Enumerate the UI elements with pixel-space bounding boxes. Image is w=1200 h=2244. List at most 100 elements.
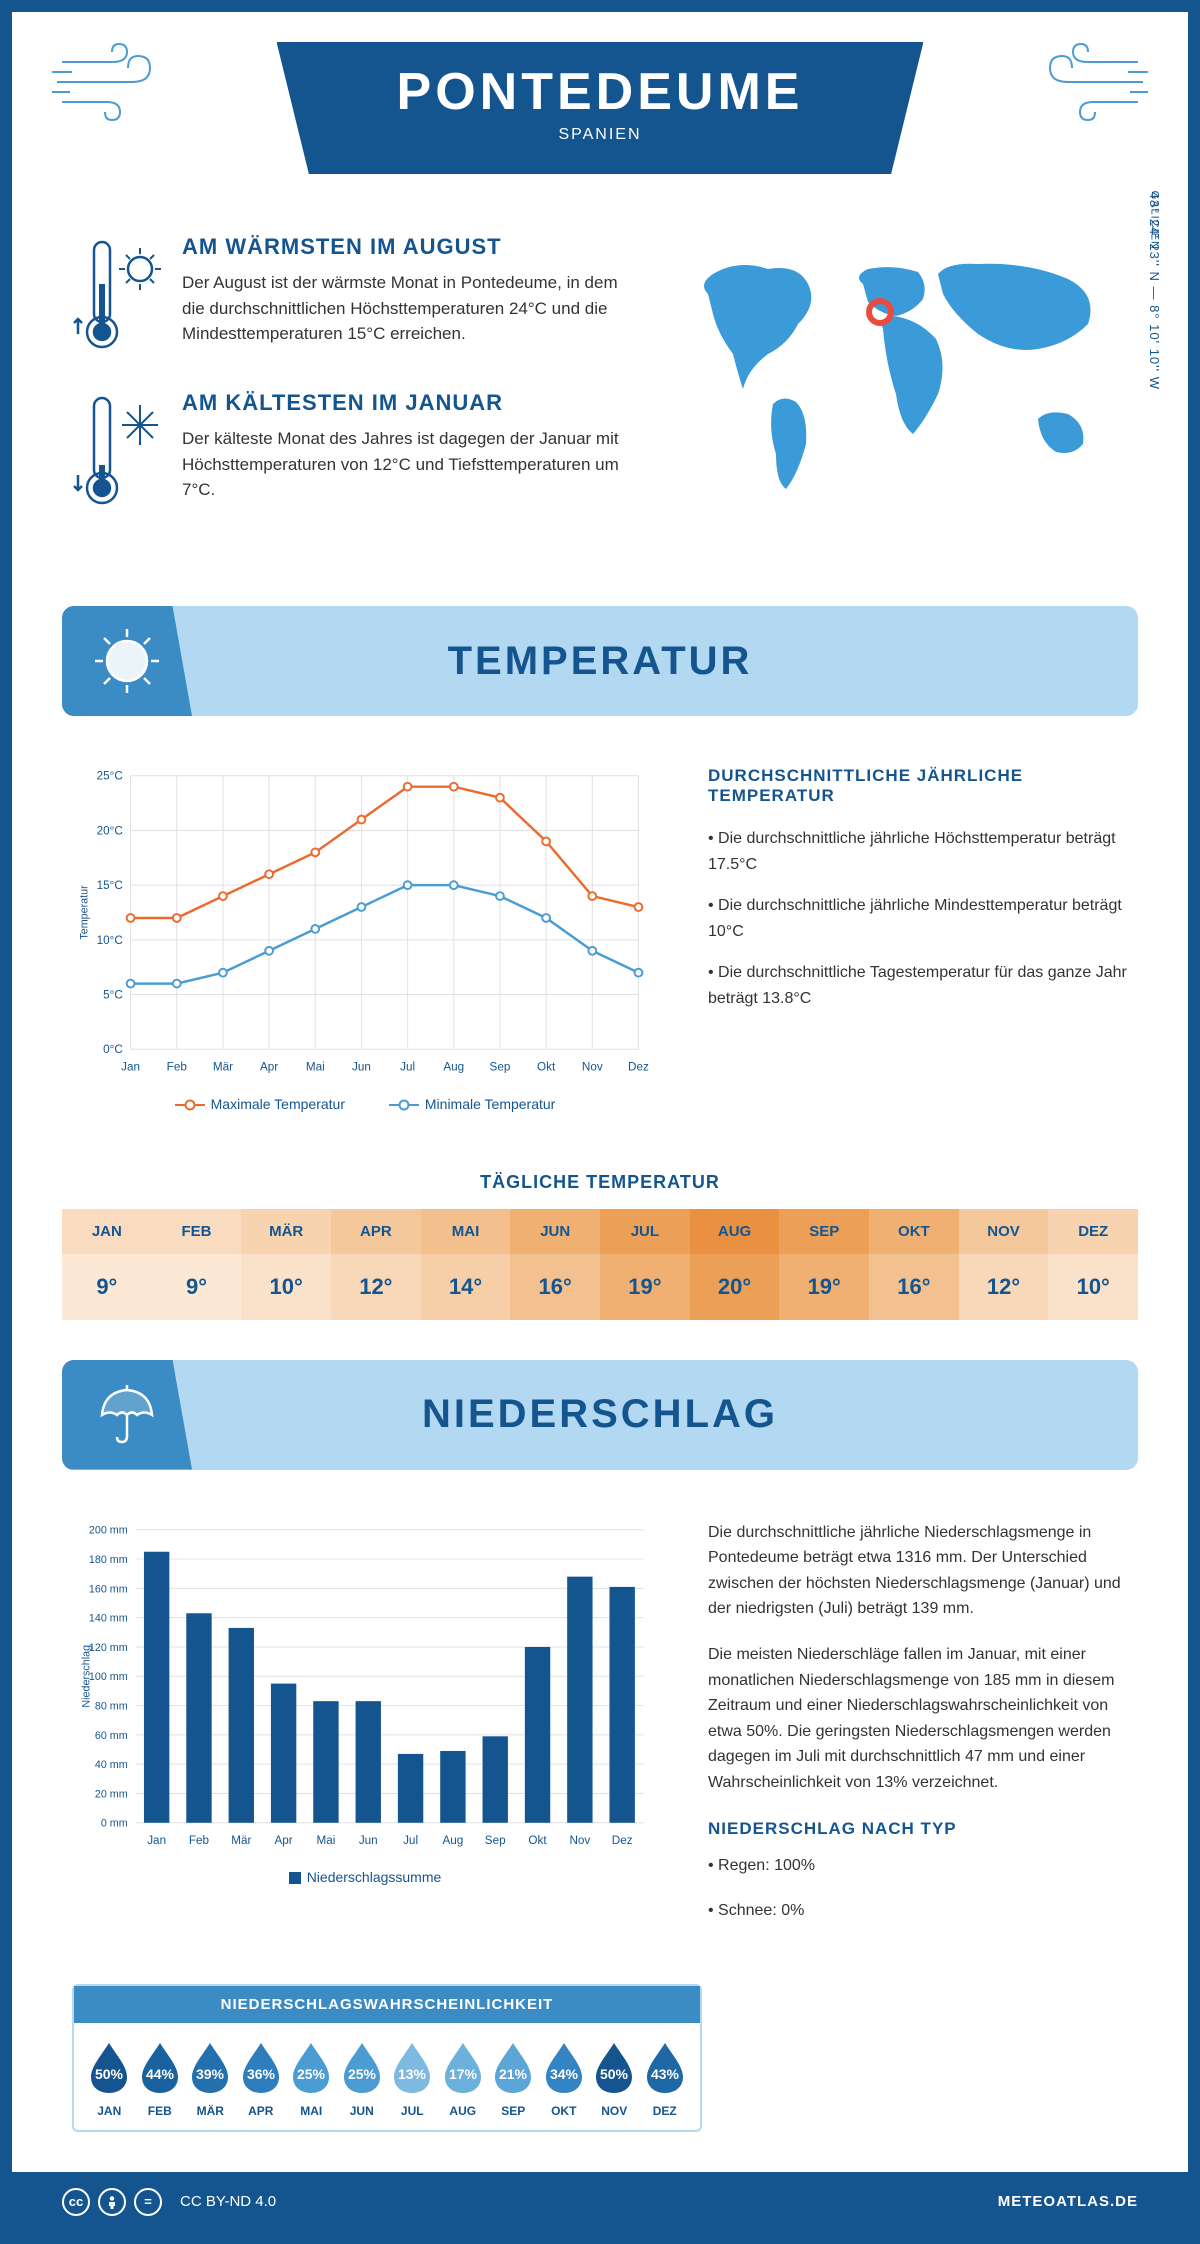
coldest-text: Der kälteste Monat des Jahres ist dagege… — [182, 426, 628, 503]
svg-text:20 mm: 20 mm — [95, 1788, 128, 1800]
svg-text:Apr: Apr — [260, 1061, 278, 1074]
svg-text:17%: 17% — [449, 2066, 478, 2082]
temp-bullet-1: • Die durchschnittliche jährliche Höchst… — [708, 826, 1128, 877]
svg-text:Sep: Sep — [485, 1834, 506, 1847]
svg-text:5°C: 5°C — [103, 988, 123, 1001]
precip-text: Die durchschnittliche jährliche Niedersc… — [708, 1520, 1128, 1944]
temp-bullet-2: • Die durchschnittliche jährliche Mindes… — [708, 893, 1128, 944]
svg-text:100 mm: 100 mm — [89, 1671, 128, 1683]
footer: cc = CC BY-ND 4.0 METEOATLAS.DE — [12, 2172, 1188, 2232]
svg-text:Mai: Mai — [317, 1834, 336, 1847]
prob-drop: 36% APR — [237, 2039, 285, 2118]
svg-text:Mai: Mai — [306, 1061, 325, 1074]
prob-drop: 39% MÄR — [186, 2039, 234, 2118]
precip-legend: Niederschlagssumme — [72, 1869, 658, 1885]
world-map: GALICIEN 43° 24' 23'' N — 8° 10' 10'' W — [668, 234, 1128, 546]
svg-text:Jun: Jun — [359, 1834, 378, 1847]
svg-text:Jan: Jan — [121, 1061, 140, 1074]
svg-text:Dez: Dez — [612, 1834, 633, 1847]
daily-col: JUL 19° — [600, 1209, 690, 1320]
svg-text:0 mm: 0 mm — [101, 1817, 128, 1829]
svg-text:Jul: Jul — [403, 1834, 418, 1847]
prob-drop: 25% JUN — [338, 2039, 386, 2118]
svg-text:40 mm: 40 mm — [95, 1759, 128, 1771]
svg-text:Mär: Mär — [213, 1061, 233, 1074]
coldest-block: AM KÄLTESTEN IM JANUAR Der kälteste Mona… — [72, 390, 628, 510]
page-title: PONTEDEUME — [397, 62, 804, 122]
svg-text:25%: 25% — [297, 2066, 326, 2082]
temp-legend: Maximale Temperatur Minimale Temperatur — [72, 1096, 658, 1112]
temp-info: DURCHSCHNITTLICHE JÄHRLICHE TEMPERATUR •… — [708, 766, 1128, 1112]
daily-col: JAN 9° — [62, 1209, 152, 1320]
daily-temp-title: TÄGLICHE TEMPERATUR — [12, 1172, 1188, 1193]
svg-text:160 mm: 160 mm — [89, 1583, 128, 1595]
daily-col: APR 12° — [331, 1209, 421, 1320]
prob-title: NIEDERSCHLAGSWAHRSCHEINLICHKEIT — [74, 1986, 700, 2023]
license-block: cc = CC BY-ND 4.0 — [62, 2188, 276, 2216]
precip-type-title: NIEDERSCHLAG NACH TYP — [708, 1815, 1128, 1842]
sun-icon — [92, 626, 162, 696]
svg-text:34%: 34% — [550, 2066, 579, 2082]
svg-text:50%: 50% — [95, 2066, 124, 2082]
license-text: CC BY-ND 4.0 — [180, 2193, 276, 2210]
svg-text:140 mm: 140 mm — [89, 1612, 128, 1624]
by-icon — [98, 2188, 126, 2216]
temp-info-title: DURCHSCHNITTLICHE JÄHRLICHE TEMPERATUR — [708, 766, 1128, 806]
nd-icon: = — [134, 2188, 162, 2216]
prob-drop: 25% MAI — [287, 2039, 335, 2118]
temp-bullet-3: • Die durchschnittliche Tagestemperatur … — [708, 960, 1128, 1011]
svg-text:Mär: Mär — [231, 1834, 251, 1847]
title-banner: PONTEDEUME SPANIEN — [277, 42, 924, 174]
daily-col: FEB 9° — [152, 1209, 242, 1320]
temp-section-header: TEMPERATUR — [62, 606, 1138, 716]
legend-min-label: Minimale Temperatur — [425, 1096, 555, 1112]
daily-col: MAI 14° — [421, 1209, 511, 1320]
svg-text:Okt: Okt — [528, 1834, 547, 1847]
wind-icon — [1028, 42, 1148, 122]
svg-text:Feb: Feb — [167, 1061, 188, 1074]
prob-drop: 34% OKT — [540, 2039, 588, 2118]
svg-text:Aug: Aug — [443, 1061, 464, 1074]
svg-text:Sep: Sep — [490, 1061, 511, 1074]
svg-text:15°C: 15°C — [97, 879, 123, 892]
prob-drop: 44% FEB — [136, 2039, 184, 2118]
svg-text:Temperatur: Temperatur — [79, 885, 91, 940]
svg-text:80 mm: 80 mm — [95, 1700, 128, 1712]
site-name: METEOATLAS.DE — [998, 2193, 1138, 2210]
svg-text:Aug: Aug — [442, 1834, 463, 1847]
temp-section-title: TEMPERATUR — [192, 639, 1138, 684]
precip-p2: Die meisten Niederschläge fallen im Janu… — [708, 1642, 1128, 1796]
svg-text:39%: 39% — [196, 2066, 225, 2082]
thermometer-hot-icon — [72, 234, 162, 354]
precip-bar-chart: 0 mm20 mm40 mm60 mm80 mm100 mm120 mm140 … — [72, 1520, 658, 1852]
svg-text:Niederschlag: Niederschlag — [81, 1644, 93, 1707]
daily-col: OKT 16° — [869, 1209, 959, 1320]
warmest-title: AM WÄRMSTEN IM AUGUST — [182, 234, 628, 260]
svg-text:0°C: 0°C — [103, 1043, 123, 1056]
temp-line-chart: 0°C5°C10°C15°C20°C25°CJanFebMärAprMaiJun… — [72, 766, 658, 1079]
svg-text:Dez: Dez — [628, 1061, 649, 1074]
info-section: AM WÄRMSTEN IM AUGUST Der August ist der… — [12, 194, 1188, 586]
svg-text:21%: 21% — [499, 2066, 528, 2082]
cc-icon: cc — [62, 2188, 90, 2216]
wind-icon — [52, 42, 172, 122]
precip-probability-box: NIEDERSCHLAGSWAHRSCHEINLICHKEIT 50% JAN … — [72, 1984, 702, 2132]
precip-legend-label: Niederschlagssumme — [307, 1869, 442, 1885]
legend-max-label: Maximale Temperatur — [211, 1096, 345, 1112]
precip-p1: Die durchschnittliche jährliche Niedersc… — [708, 1520, 1128, 1622]
warmest-text: Der August ist der wärmste Monat in Pont… — [182, 270, 628, 347]
svg-text:13%: 13% — [398, 2066, 427, 2082]
daily-col: NOV 12° — [959, 1209, 1049, 1320]
daily-col: JUN 16° — [510, 1209, 600, 1320]
svg-text:Jul: Jul — [400, 1061, 415, 1074]
header: PONTEDEUME SPANIEN — [12, 12, 1188, 194]
umbrella-icon — [92, 1380, 162, 1450]
coords-label: 43° 24' 23'' N — 8° 10' 10'' W — [1147, 192, 1162, 390]
precip-section-header: NIEDERSCHLAG — [62, 1360, 1138, 1470]
prob-drop: 17% AUG — [439, 2039, 487, 2118]
svg-text:Nov: Nov — [582, 1061, 603, 1074]
daily-col: AUG 20° — [690, 1209, 780, 1320]
prob-drop: 50% JAN — [85, 2039, 133, 2118]
svg-text:Jan: Jan — [147, 1834, 166, 1847]
svg-text:Nov: Nov — [569, 1834, 590, 1847]
